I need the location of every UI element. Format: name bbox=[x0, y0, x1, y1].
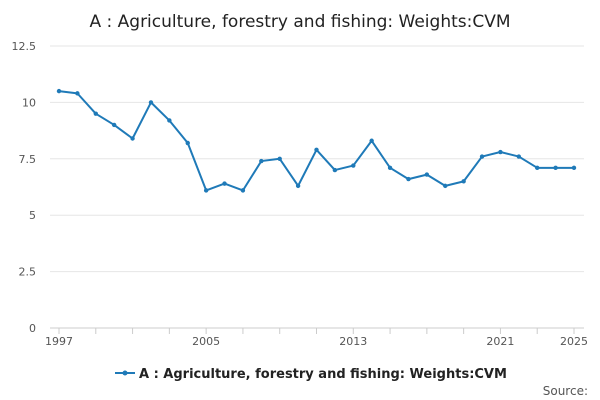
data-point[interactable] bbox=[259, 158, 264, 164]
y-tick-label: 2.5 bbox=[19, 266, 37, 279]
data-point[interactable] bbox=[516, 154, 522, 159]
data-point[interactable] bbox=[498, 149, 503, 155]
data-point[interactable] bbox=[56, 88, 62, 94]
y-tick-label: 5 bbox=[29, 209, 36, 222]
data-point[interactable] bbox=[351, 163, 356, 168]
data-point[interactable] bbox=[185, 140, 190, 146]
x-tick-label: 2021 bbox=[486, 335, 514, 348]
source-label: Source: bbox=[543, 384, 588, 398]
data-point[interactable] bbox=[240, 188, 246, 193]
data-point[interactable] bbox=[406, 176, 411, 182]
data-point[interactable] bbox=[479, 154, 485, 159]
series-line bbox=[58, 90, 574, 192]
x-tick-label: 2013 bbox=[339, 335, 367, 348]
data-point[interactable] bbox=[277, 156, 282, 161]
data-point[interactable] bbox=[203, 188, 209, 193]
data-point[interactable] bbox=[461, 179, 466, 184]
data-point[interactable] bbox=[424, 172, 430, 177]
data-point[interactable] bbox=[535, 165, 540, 171]
x-tick-label: 1997 bbox=[45, 335, 73, 348]
data-point[interactable] bbox=[295, 183, 301, 189]
x-tick-label: 2005 bbox=[192, 335, 220, 348]
data-point[interactable] bbox=[332, 167, 338, 173]
y-axis: 0 2.5 5 7.5 10 12.5 bbox=[12, 40, 37, 335]
data-point[interactable] bbox=[130, 136, 135, 141]
x-tick-label: 2025 bbox=[560, 335, 588, 348]
data-point[interactable] bbox=[369, 138, 374, 143]
y-tick-label: 12.5 bbox=[12, 40, 37, 53]
y-tick-label: 10 bbox=[22, 96, 36, 109]
data-point[interactable] bbox=[571, 165, 577, 171]
legend-label: A : Agriculture, forestry and fishing: W… bbox=[139, 367, 507, 382]
data-point[interactable] bbox=[222, 181, 227, 186]
chart-title: A : Agriculture, forestry and fishing: W… bbox=[89, 12, 510, 32]
data-point[interactable] bbox=[111, 122, 117, 128]
data-point[interactable] bbox=[167, 118, 172, 123]
data-point[interactable] bbox=[314, 147, 319, 152]
legend[interactable]: A : Agriculture, forestry and fishing: W… bbox=[115, 367, 507, 382]
legend-dot-marker bbox=[122, 370, 128, 376]
data-point[interactable] bbox=[148, 100, 154, 105]
data-point[interactable] bbox=[553, 165, 558, 171]
data-point[interactable] bbox=[93, 111, 98, 116]
series-layer bbox=[56, 88, 577, 193]
data-point[interactable] bbox=[75, 91, 80, 96]
grid-lines bbox=[50, 45, 584, 329]
data-point[interactable] bbox=[443, 183, 448, 189]
data-point[interactable] bbox=[387, 165, 393, 171]
y-tick-label: 0 bbox=[29, 322, 36, 335]
y-tick-label: 7.5 bbox=[19, 153, 37, 166]
x-axis: 1997 2005 2013 2021 2025 bbox=[45, 327, 588, 348]
